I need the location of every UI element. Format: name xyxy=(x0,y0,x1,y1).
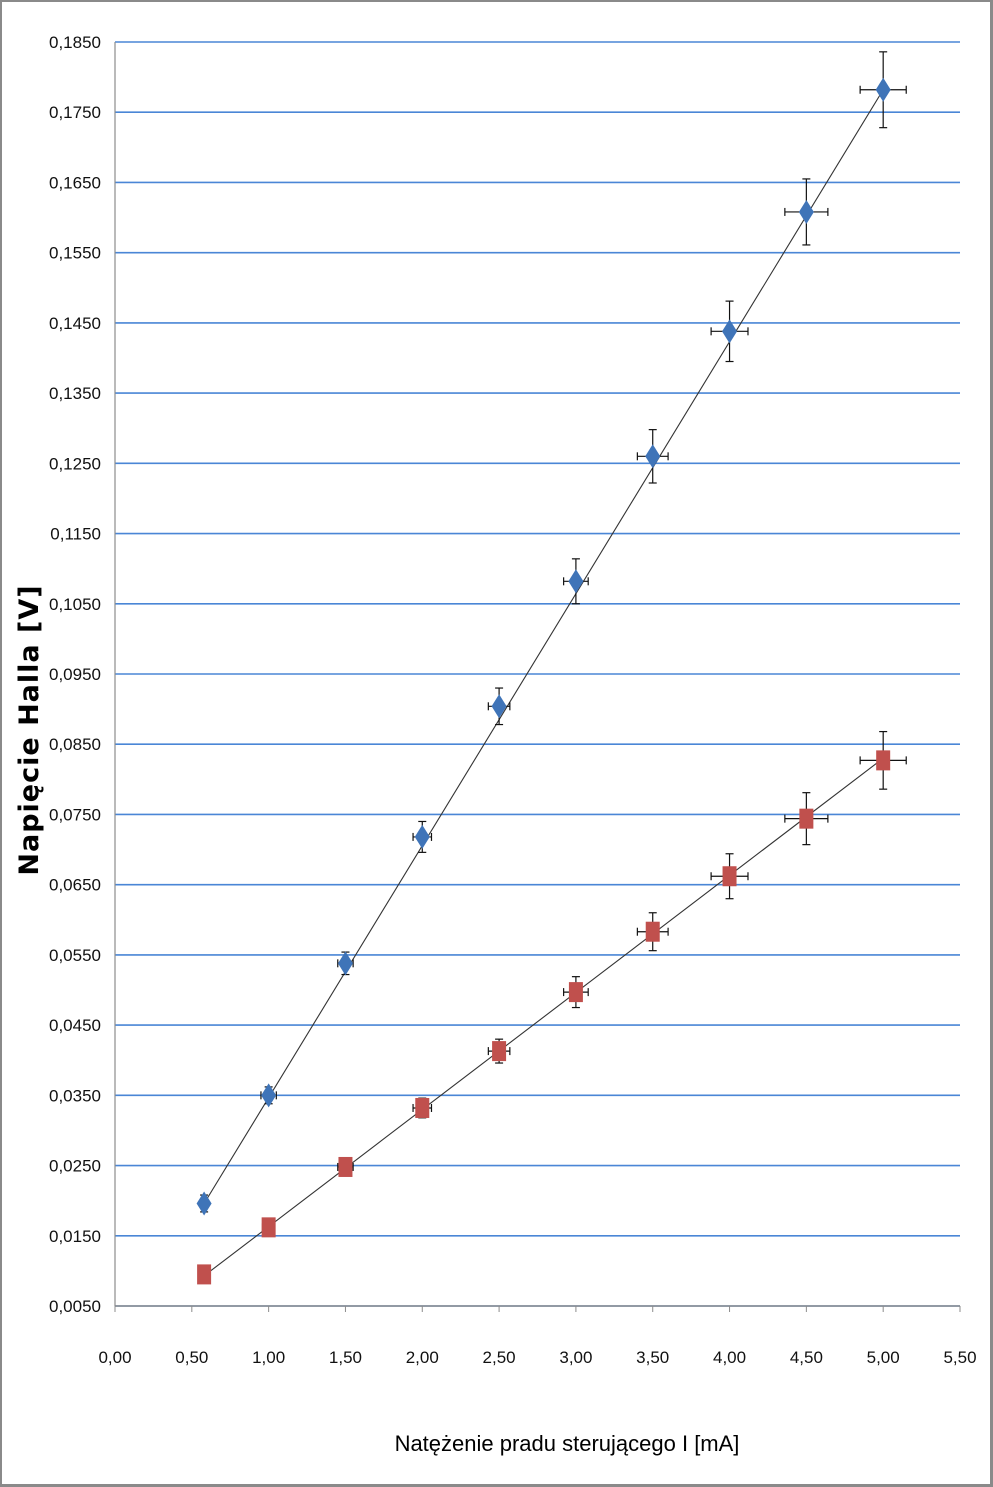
trendlines xyxy=(203,89,884,1277)
y-tick-label: 0,0950 xyxy=(49,665,101,684)
trendline xyxy=(203,757,884,1277)
x-tick-label: 0,50 xyxy=(175,1348,208,1367)
series-1-point xyxy=(568,569,584,594)
y-tick-label: 0,0850 xyxy=(49,735,101,754)
y-tick-label: 0,0350 xyxy=(49,1086,101,1105)
gridlines xyxy=(114,41,960,1307)
series-1-point xyxy=(798,199,814,224)
series-1-point xyxy=(337,951,353,976)
y-tick-label: 0,0150 xyxy=(49,1227,101,1246)
y-tick-label: 0,0750 xyxy=(49,805,101,824)
x-tick-label: 1,50 xyxy=(329,1348,362,1367)
series-2-point xyxy=(415,1097,430,1118)
trendline xyxy=(203,89,884,1204)
x-axis-label: Natężenie pradu sterującego I [mA] xyxy=(395,1431,740,1456)
x-tick-label: 0,00 xyxy=(98,1348,131,1367)
x-tick-label: 2,50 xyxy=(483,1348,516,1367)
x-tick-label: 2,00 xyxy=(406,1348,439,1367)
y-tick-label: 0,0250 xyxy=(49,1157,101,1176)
y-tick-label: 0,1250 xyxy=(49,454,101,473)
y-tick-label: 0,0550 xyxy=(49,946,101,965)
y-tick-label: 0,1150 xyxy=(50,525,101,544)
series-2-point xyxy=(492,1041,507,1062)
y-tick-label: 0,0050 xyxy=(49,1297,101,1316)
y-tick-label: 0,1750 xyxy=(49,103,101,122)
x-tick-label: 1,00 xyxy=(252,1348,285,1367)
series-2-point xyxy=(261,1217,276,1238)
x-axis-ticks: 0,00 0,50 1,00 1,50 2,00 2,50 3,00 3,50 4,00 4,50… xyxy=(98,1306,977,1367)
series-1-point xyxy=(875,77,891,102)
series-1-point xyxy=(722,319,738,344)
series-2-point xyxy=(338,1156,353,1177)
x-tick-label: 4,50 xyxy=(790,1348,823,1367)
y-tick-label: 0,1450 xyxy=(49,314,101,333)
y-axis-ticks: 0,0050 0,0150 0,0250 0,0350 0,0450 0,0550 0,06… xyxy=(49,33,101,1316)
y-tick-label: 0,1850 xyxy=(49,33,101,52)
series-2-point xyxy=(645,921,660,942)
series-1-point xyxy=(261,1083,277,1108)
x-tick-label: 3,50 xyxy=(636,1348,669,1367)
series-1-point xyxy=(414,824,430,849)
series-2-point xyxy=(876,750,891,771)
x-tick-label: 5,50 xyxy=(943,1348,976,1367)
series-1-point xyxy=(196,1191,212,1216)
data-points xyxy=(196,77,891,1285)
x-tick-label: 3,00 xyxy=(559,1348,592,1367)
series-2-point xyxy=(722,866,737,887)
series-1-point xyxy=(491,694,507,719)
series-2-point xyxy=(197,1264,212,1285)
y-tick-label: 0,1650 xyxy=(49,173,101,192)
series-2-point xyxy=(799,808,814,829)
y-tick-label: 0,1350 xyxy=(49,384,101,403)
y-tick-label: 0,0650 xyxy=(49,876,101,895)
y-tick-label: 0,1550 xyxy=(49,244,101,263)
y-axis-label: Napięcie Halla [V] xyxy=(14,584,45,875)
x-tick-label: 5,00 xyxy=(867,1348,900,1367)
x-tick-label: 4,00 xyxy=(713,1348,746,1367)
series-2-point xyxy=(568,982,583,1003)
series-1-point xyxy=(645,444,661,469)
y-tick-label: 0,0450 xyxy=(49,1016,101,1035)
y-tick-label: 0,1050 xyxy=(49,595,101,614)
